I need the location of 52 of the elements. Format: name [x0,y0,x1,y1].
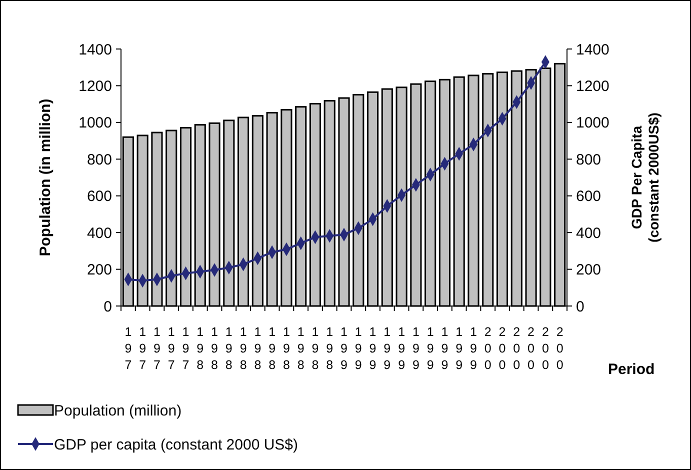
x-tick-label: 198 [312,325,319,372]
x-tick-label: 199 [340,325,348,372]
x-tick-label: 200 [484,325,492,372]
y-tick-label: 1200 [78,78,112,95]
legend-label: GDP per capita (constant 2000 US$) [54,436,298,454]
y2-tick-label: 1200 [576,78,610,95]
y-tick-label: 800 [86,151,112,168]
y2-tick-label: 200 [576,262,602,279]
x-tick-label: 198 [211,325,218,372]
y-tick-label: 1000 [78,114,112,132]
x-tick-label: 200 [528,325,535,372]
x-tick-label: 199 [354,325,362,372]
x-tick-label: 198 [225,325,232,372]
x-tick-label: 197 [139,325,146,372]
x-tick-label: 200 [513,325,520,372]
y2-tick-label: 1400 [576,41,610,58]
x-tick-label: 197 [168,325,175,372]
x-tick-label: 198 [254,325,262,372]
legend-label: Population (million) [54,402,182,420]
y2-tick-label: 800 [576,151,602,168]
x-tick-label: 197 [153,325,160,372]
y-tick-label: 1400 [78,41,112,58]
y2-tick-label: 400 [576,224,602,242]
x-tick-label: 198 [196,325,204,372]
x-tick-label: 198 [240,325,247,372]
x-tick-label: 199 [369,325,376,372]
x-tick-label: 198 [268,325,276,372]
x-tick-label: 200 [498,325,506,372]
y-tick-label: 600 [86,188,112,206]
x-tick-label: 198 [297,325,304,372]
x-tick-label: 199 [412,325,420,372]
y2-tick-label: 0 [576,298,584,316]
y2-tick-label: 1000 [576,114,610,132]
y-tick-label: 0 [104,298,112,316]
y-axis-title: Population (in million) [37,98,54,256]
x-tick-label: 198 [326,325,334,372]
x-tick-label: 198 [282,325,290,372]
y2-tick-label: 600 [576,188,602,206]
x-tick-label: 197 [124,325,132,372]
x-tick-label: 200 [556,325,564,372]
y-tick-label: 400 [86,224,112,242]
y-tick-label: 200 [86,262,112,279]
x-tick-label: 197 [182,325,190,372]
x-tick-label: 199 [398,325,406,372]
x-tick-label: 199 [470,325,478,372]
x-tick-label: 199 [426,325,434,372]
x-axis-title: Period [608,361,655,378]
x-tick-label: 199 [456,325,463,372]
x-tick-label: 200 [542,325,549,372]
x-tick-label: 199 [441,325,448,372]
y2-axis-title: GDP Per Capita (constant 2000US$) [628,112,662,242]
x-tick-label: 199 [384,325,391,372]
